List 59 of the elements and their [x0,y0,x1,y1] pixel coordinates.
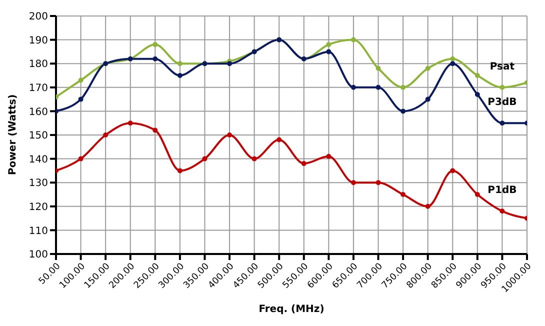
point [326,154,332,159]
y-tick-label: 170 [28,82,48,94]
point [350,84,356,90]
point [152,128,158,133]
point [500,84,505,90]
y-tick-label: 200 [28,12,48,23]
point [128,120,133,126]
point [177,61,182,66]
point [227,61,232,66]
point [252,156,257,162]
series-label: Psat [490,61,515,72]
point [400,108,406,114]
point [474,192,480,197]
point [177,168,182,174]
point [450,168,456,174]
point [152,56,158,62]
point [474,73,480,78]
y-tick-label: 120 [28,202,48,213]
y-tick-label: 110 [28,226,48,237]
point [350,37,356,42]
point [376,180,381,186]
point [350,180,356,186]
point [425,96,430,102]
y-tick-label: 190 [28,35,48,46]
x-axis-title: Freq. (MHz) [258,304,324,315]
series-label: P3dB [488,97,517,108]
point [326,42,332,48]
point [400,192,406,197]
y-tick-label: 160 [28,106,48,118]
point [376,84,381,90]
point [450,56,456,62]
point [177,73,182,78]
y-tick-label: 180 [28,59,48,70]
line-series [56,120,527,221]
point [474,92,480,98]
point [450,61,456,66]
point [202,156,208,162]
point [425,204,430,209]
y-tick-label: 140 [28,154,48,166]
point [326,49,332,54]
line-series [56,37,527,126]
y-tick-label: 130 [28,178,48,190]
series-label: P1dB [488,185,517,196]
y-tick-label: 150 [28,130,48,142]
y-axis-title: Power (Watts) [8,94,19,175]
point [425,66,430,71]
point [500,120,505,126]
point [78,156,84,162]
y-tick-label: 100 [28,250,48,261]
point [376,66,381,71]
point [400,84,406,90]
point [78,78,84,83]
point [301,161,306,166]
point [276,137,282,142]
point [103,132,108,138]
point [500,208,505,214]
point [227,132,232,138]
point [78,96,84,102]
point [152,42,158,48]
